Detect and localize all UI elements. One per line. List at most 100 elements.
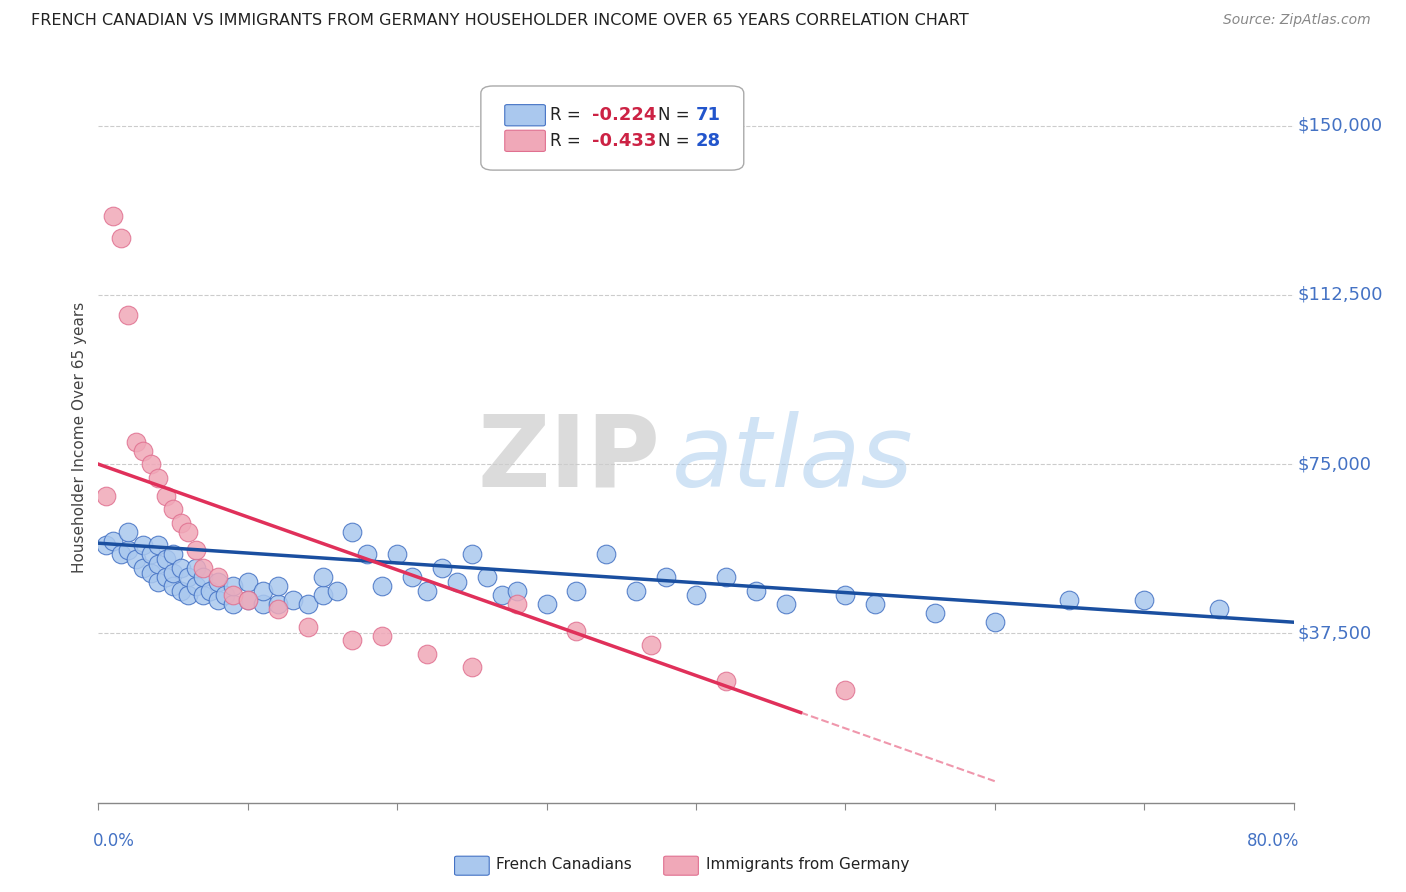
Point — [236, 574, 259, 589]
Point — [281, 592, 304, 607]
Point — [169, 561, 191, 575]
Text: -0.433: -0.433 — [592, 132, 657, 150]
Point — [162, 579, 184, 593]
Point — [297, 620, 319, 634]
Point — [117, 524, 139, 539]
Point — [416, 647, 439, 661]
Point — [132, 443, 155, 458]
Point — [184, 543, 207, 558]
Point — [184, 561, 207, 575]
Point — [745, 583, 768, 598]
FancyBboxPatch shape — [454, 856, 489, 875]
Point — [110, 231, 132, 245]
Point — [655, 570, 678, 584]
Point — [461, 660, 484, 674]
Point — [371, 629, 394, 643]
Point — [169, 516, 191, 530]
Point — [94, 538, 117, 552]
Text: N =: N = — [658, 106, 695, 124]
Point — [236, 592, 259, 607]
Point — [640, 638, 662, 652]
Text: FRENCH CANADIAN VS IMMIGRANTS FROM GERMANY HOUSEHOLDER INCOME OVER 65 YEARS CORR: FRENCH CANADIAN VS IMMIGRANTS FROM GERMA… — [31, 13, 969, 29]
Point — [117, 308, 139, 322]
Point — [222, 597, 245, 611]
Point — [685, 588, 707, 602]
Text: -0.224: -0.224 — [592, 106, 657, 124]
Point — [1133, 592, 1156, 607]
Y-axis label: Householder Income Over 65 years: Householder Income Over 65 years — [72, 301, 87, 573]
Point — [207, 574, 229, 589]
Point — [103, 533, 125, 548]
Point — [191, 561, 214, 575]
Point — [865, 597, 887, 611]
Text: $37,500: $37,500 — [1298, 624, 1371, 642]
Point — [139, 548, 162, 562]
Point — [1208, 601, 1230, 615]
Point — [191, 588, 214, 602]
Point — [311, 570, 333, 584]
Text: $112,500: $112,500 — [1298, 285, 1382, 304]
Point — [200, 583, 222, 598]
Point — [565, 583, 588, 598]
FancyBboxPatch shape — [505, 104, 546, 126]
Point — [252, 583, 274, 598]
Text: R =: R = — [550, 106, 586, 124]
Point — [125, 434, 148, 449]
Text: 71: 71 — [696, 106, 721, 124]
Point — [117, 543, 139, 558]
Text: N =: N = — [658, 132, 695, 150]
Point — [267, 597, 290, 611]
Point — [162, 566, 184, 580]
Text: French Canadians: French Canadians — [496, 857, 633, 872]
Point — [148, 557, 170, 571]
Point — [162, 502, 184, 516]
Point — [356, 548, 378, 562]
Point — [222, 588, 245, 602]
Point — [714, 570, 737, 584]
Point — [461, 548, 484, 562]
Point — [267, 601, 290, 615]
Text: 28: 28 — [696, 132, 721, 150]
FancyBboxPatch shape — [481, 86, 744, 170]
Point — [184, 579, 207, 593]
Point — [475, 570, 498, 584]
Point — [214, 588, 236, 602]
Point — [297, 597, 319, 611]
Point — [834, 588, 856, 602]
Point — [371, 579, 394, 593]
Text: 80.0%: 80.0% — [1247, 832, 1299, 850]
Point — [565, 624, 588, 639]
Point — [139, 457, 162, 471]
Point — [207, 592, 229, 607]
Text: Immigrants from Germany: Immigrants from Germany — [706, 857, 908, 872]
FancyBboxPatch shape — [664, 856, 699, 875]
Point — [536, 597, 558, 611]
Point — [162, 548, 184, 562]
Point — [446, 574, 468, 589]
Text: $75,000: $75,000 — [1298, 455, 1371, 473]
Point — [148, 471, 170, 485]
Text: 0.0%: 0.0% — [93, 832, 135, 850]
Point — [155, 489, 177, 503]
Point — [207, 570, 229, 584]
Point — [342, 633, 364, 648]
Point — [775, 597, 797, 611]
Point — [155, 552, 177, 566]
Point — [924, 606, 946, 620]
Point — [506, 583, 529, 598]
Point — [506, 597, 529, 611]
Point — [110, 548, 132, 562]
Point — [834, 682, 856, 697]
Point — [626, 583, 648, 598]
Point — [155, 570, 177, 584]
Point — [714, 673, 737, 688]
Point — [595, 548, 617, 562]
Text: atlas: atlas — [672, 410, 914, 508]
Point — [311, 588, 333, 602]
Point — [103, 209, 125, 223]
Point — [132, 561, 155, 575]
Point — [169, 583, 191, 598]
Text: Source: ZipAtlas.com: Source: ZipAtlas.com — [1223, 13, 1371, 28]
Point — [401, 570, 423, 584]
Point — [430, 561, 453, 575]
